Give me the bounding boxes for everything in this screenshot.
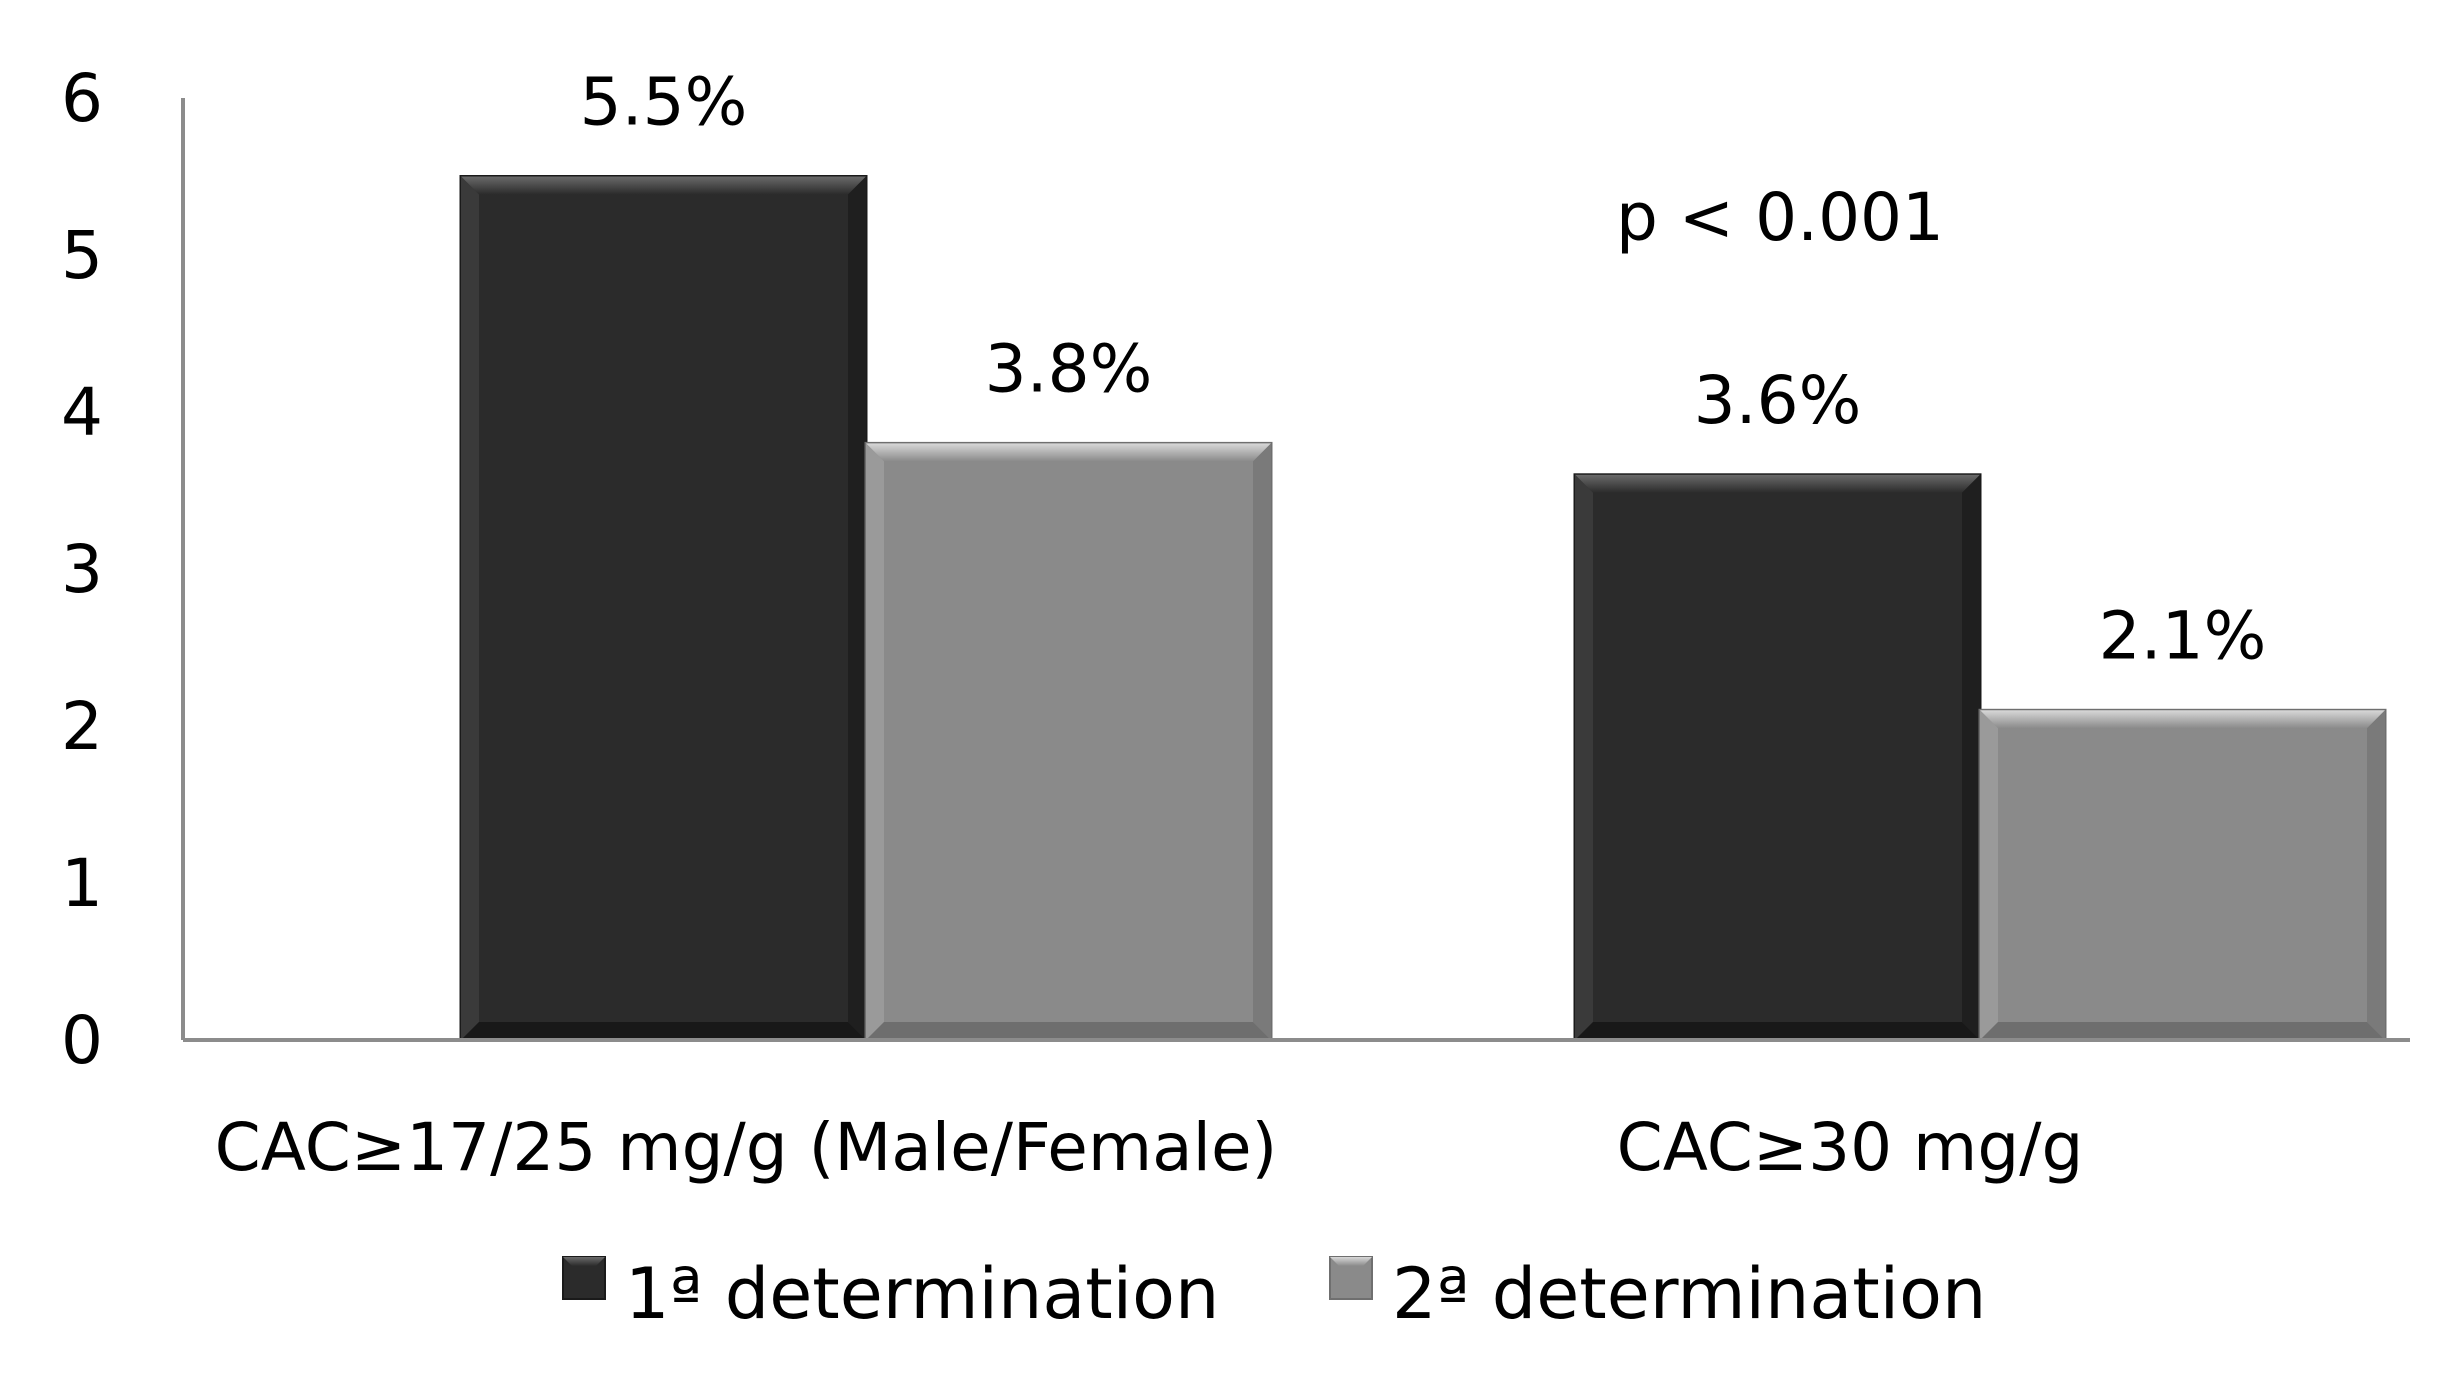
legend-swatch-bevel xyxy=(1330,1257,1372,1266)
legend: 1ª determination 2ª determination xyxy=(562,1253,1986,1335)
y-tick-label: 3 xyxy=(61,531,103,608)
bar-bevel-right xyxy=(1253,443,1271,1040)
bar-body xyxy=(1978,708,2387,1042)
x-axis: CAC≥17/25 mg/g (Male/Female) CAC≥30 mg/g xyxy=(183,1038,2410,1186)
legend-item-2: 2ª determination xyxy=(1329,1253,1986,1335)
bar-bevel-right xyxy=(1962,474,1980,1040)
y-tick-label: 0 xyxy=(61,1002,103,1079)
bar-bevel-top xyxy=(866,443,1271,462)
bar-bevel-bottom xyxy=(866,1022,1271,1040)
legend-label: 2ª determination xyxy=(1392,1253,1986,1335)
bar-bevel-right xyxy=(848,176,866,1040)
p-value-annotation: p < 0.001 xyxy=(1616,179,1944,256)
bar-bevel-bottom xyxy=(1980,1022,2385,1040)
bar-second-determination-2 xyxy=(1978,708,2387,1042)
bar-bevel-bottom xyxy=(461,1022,866,1040)
bar-bevel-left xyxy=(1575,474,1593,1040)
y-axis: 0 1 2 3 4 5 6 xyxy=(61,60,185,1079)
bar-bevel-left xyxy=(1980,710,1998,1040)
y-tick-label: 5 xyxy=(61,217,103,294)
bar-first-determination-2 xyxy=(1573,473,1982,1042)
bar-body xyxy=(1573,473,1982,1042)
bar-body xyxy=(864,441,1273,1042)
bar-value-label: 3.8% xyxy=(985,330,1153,407)
legend-swatch-bevel xyxy=(563,1257,605,1266)
bar-value-label: 2.1% xyxy=(2099,597,2267,674)
bar-bevel-left xyxy=(461,176,479,1040)
bar-body xyxy=(459,175,868,1042)
bars: 5.5% 3.8% 3.6% 2.1% xyxy=(459,64,2387,1042)
legend-item-1: 1ª determination xyxy=(562,1253,1219,1335)
bar-first-determination-1 xyxy=(459,175,868,1042)
bar-value-label: 5.5% xyxy=(580,64,748,141)
y-tick-label: 4 xyxy=(61,374,103,451)
y-tick-label: 1 xyxy=(61,845,103,922)
bar-bevel-top xyxy=(1980,710,2385,729)
bar-bevel-top xyxy=(461,176,866,195)
y-tick-label: 2 xyxy=(61,688,103,765)
legend-label: 1ª determination xyxy=(625,1253,1219,1335)
bar-bevel-bottom xyxy=(1575,1022,1980,1040)
y-tick-label: 6 xyxy=(61,60,103,137)
x-category-label: CAC≥30 mg/g xyxy=(1617,1109,2084,1186)
bar-bevel-right xyxy=(2367,710,2385,1040)
bar-bevel-top xyxy=(1575,474,1980,493)
bar-bevel-left xyxy=(866,443,884,1040)
bar-second-determination-1 xyxy=(864,441,1273,1042)
bar-value-label: 3.6% xyxy=(1694,362,1862,439)
x-category-label: CAC≥17/25 mg/g (Male/Female) xyxy=(215,1109,1278,1186)
